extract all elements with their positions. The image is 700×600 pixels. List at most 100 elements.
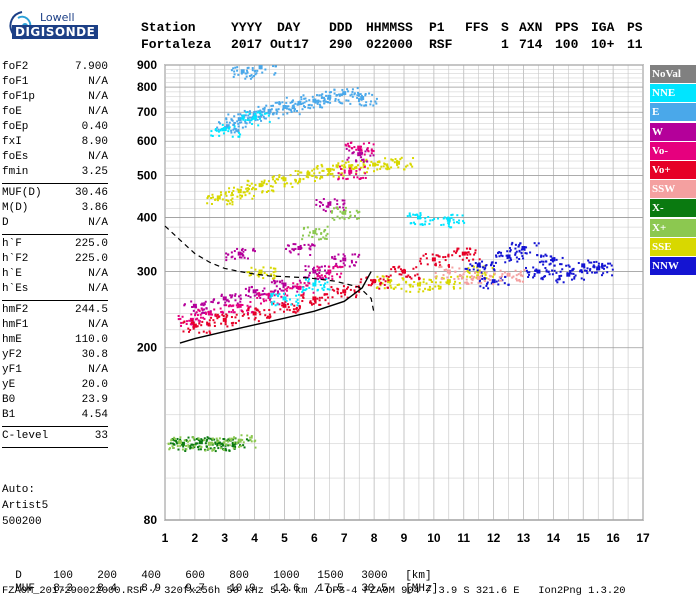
scatter-dot xyxy=(198,320,201,323)
scatter-dot xyxy=(200,312,203,315)
param-name: B0 xyxy=(2,394,16,406)
scatter-dot xyxy=(308,272,311,275)
scatter-dot xyxy=(299,244,302,247)
scatter-dot xyxy=(409,215,412,218)
scatter-dot xyxy=(581,265,584,268)
scatter-dot xyxy=(323,286,326,289)
scatter-dot xyxy=(256,118,259,121)
scatter-dot xyxy=(383,283,386,286)
footer-value: 400 xyxy=(141,570,162,582)
scatter-dot xyxy=(263,300,266,303)
scatter-dot xyxy=(292,249,295,252)
footer-d-label: D xyxy=(15,570,22,582)
scatter-dot xyxy=(215,437,218,440)
scatter-dot xyxy=(282,177,285,180)
data-point-x xyxy=(198,440,203,445)
scatter-dot xyxy=(243,446,246,449)
scatter-dot xyxy=(472,277,475,280)
scatter-dot xyxy=(203,437,206,440)
data-point-vo xyxy=(297,285,302,290)
scatter-dot xyxy=(219,307,222,310)
scatter-dot xyxy=(322,99,325,102)
scatter-dot xyxy=(220,447,223,450)
scatter-dot xyxy=(492,268,495,271)
scatter-dot xyxy=(237,131,240,134)
scatter-dot xyxy=(203,308,206,311)
scatter-dot xyxy=(347,90,350,93)
scatter-dot xyxy=(318,269,321,272)
scatter-dot xyxy=(231,135,234,138)
scatter-dot xyxy=(187,436,190,439)
x-tick-label: 13 xyxy=(517,531,531,545)
scatter-dot xyxy=(253,188,256,191)
scatter-dot xyxy=(325,205,328,208)
scatter-dot xyxy=(255,188,258,191)
scatter-dot xyxy=(390,286,393,289)
scatter-dot xyxy=(464,281,467,284)
scatter-dot xyxy=(354,296,357,299)
scatter-dot xyxy=(354,285,357,288)
scatter-dot xyxy=(444,255,447,258)
scatter-dot xyxy=(287,286,290,289)
divider xyxy=(2,447,108,448)
scatter-dot xyxy=(586,267,589,270)
scatter-dot xyxy=(230,69,233,72)
scatter-dot xyxy=(194,314,197,317)
scatter-dot xyxy=(523,248,526,251)
scatter-dot xyxy=(338,100,341,103)
scatter-dot xyxy=(384,280,387,283)
param-value: 0.40 xyxy=(81,121,108,133)
scatter-dot xyxy=(473,275,476,278)
scatter-dot xyxy=(236,66,239,69)
scatter-dot xyxy=(208,330,211,333)
scatter-dot xyxy=(211,193,214,196)
scatter-dot xyxy=(349,216,352,219)
scatter-dot xyxy=(285,107,288,110)
scatter-dot xyxy=(173,437,176,440)
scatter-dot xyxy=(341,265,344,268)
scatter-dot xyxy=(305,175,308,178)
scatter-dot xyxy=(272,104,275,107)
scatter-dot xyxy=(293,304,296,307)
scatter-dot xyxy=(291,185,294,188)
scatter-dot xyxy=(556,278,559,281)
scatter-dot xyxy=(577,262,580,265)
scatter-dot xyxy=(267,180,270,183)
x-tick-label: 3 xyxy=(221,531,228,545)
scatter-dot xyxy=(383,287,386,290)
scatter-dot xyxy=(209,442,212,445)
scatter-dot xyxy=(198,322,201,325)
scatter-dot xyxy=(270,108,273,111)
scatter-dot xyxy=(270,290,273,293)
scatter-dot xyxy=(371,149,374,152)
scatter-dot xyxy=(278,102,281,105)
scatter-dot xyxy=(340,94,343,97)
scatter-dot xyxy=(250,440,253,443)
scatter-dot xyxy=(298,305,301,308)
scatter-dot xyxy=(320,163,323,166)
scatter-dot xyxy=(319,106,322,109)
scatter-dot xyxy=(485,284,488,287)
scatter-dot xyxy=(240,249,243,252)
scatter-dot xyxy=(490,282,493,285)
scatter-dot xyxy=(218,441,221,444)
scatter-dot xyxy=(324,90,327,93)
scatter-dot xyxy=(301,238,304,241)
scatter-dot xyxy=(265,112,268,115)
scatter-dot xyxy=(583,278,586,281)
scatter-dot xyxy=(324,237,327,240)
data-point-e xyxy=(267,108,272,113)
param-name: h`E xyxy=(2,268,22,280)
scatter-dot xyxy=(499,269,502,272)
scatter-dot xyxy=(207,195,210,198)
scatter-dot xyxy=(274,65,277,68)
footer-value: 800 xyxy=(229,570,250,582)
scatter-dot xyxy=(251,76,254,79)
scatter-dot xyxy=(227,200,230,203)
scatter-dot xyxy=(424,287,427,290)
scatter-dot xyxy=(209,310,212,313)
scatter-dot xyxy=(400,287,403,290)
scatter-dot xyxy=(493,272,496,275)
scatter-dot xyxy=(225,443,228,446)
scatter-dot xyxy=(193,438,196,441)
